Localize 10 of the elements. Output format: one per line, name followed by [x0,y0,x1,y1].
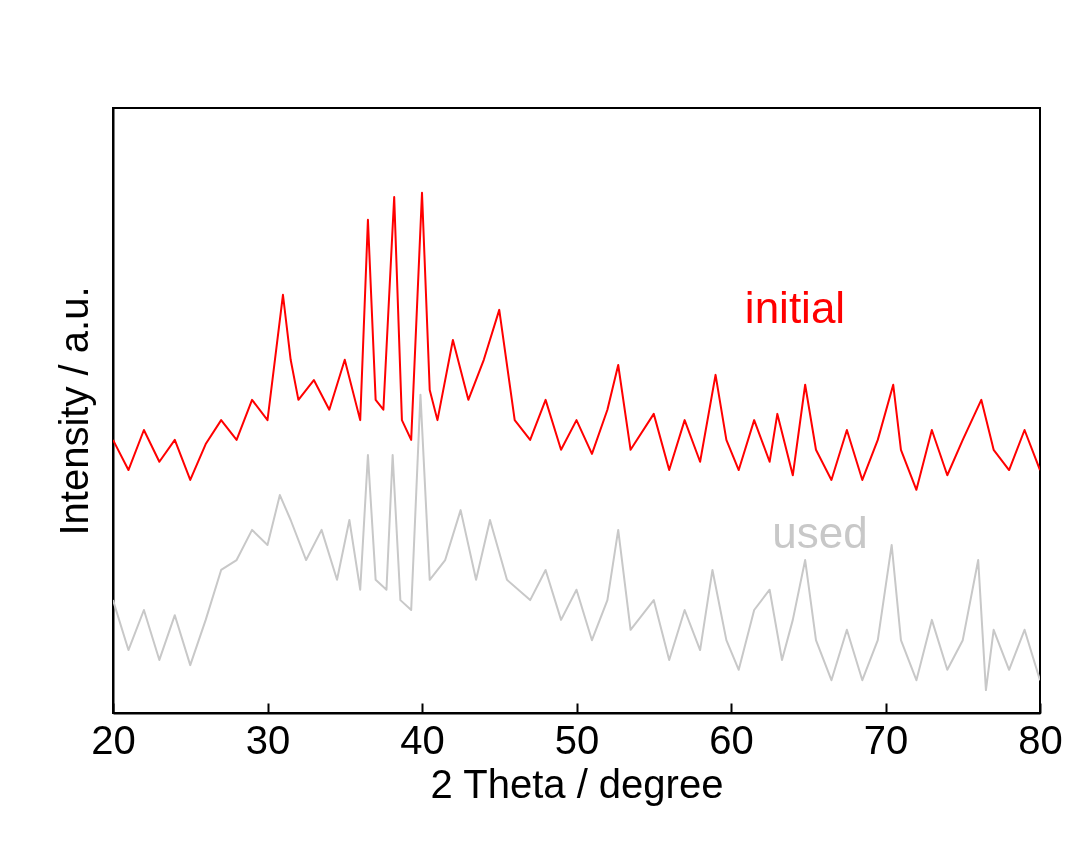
x-tick-label: 80 [1018,717,1063,762]
x-tick-label: 20 [91,717,136,762]
x-tick-label: 50 [554,717,600,762]
y-axis-title: Intensity / a.u. [51,286,96,536]
x-axis-title: 2 Theta / degree [430,761,724,806]
x-tick-label: 60 [709,717,754,762]
series-label: initial [744,283,846,332]
x-tick-label: 30 [245,717,291,762]
x-tick-label: 70 [863,717,909,762]
x-tick-label: 40 [400,717,445,762]
